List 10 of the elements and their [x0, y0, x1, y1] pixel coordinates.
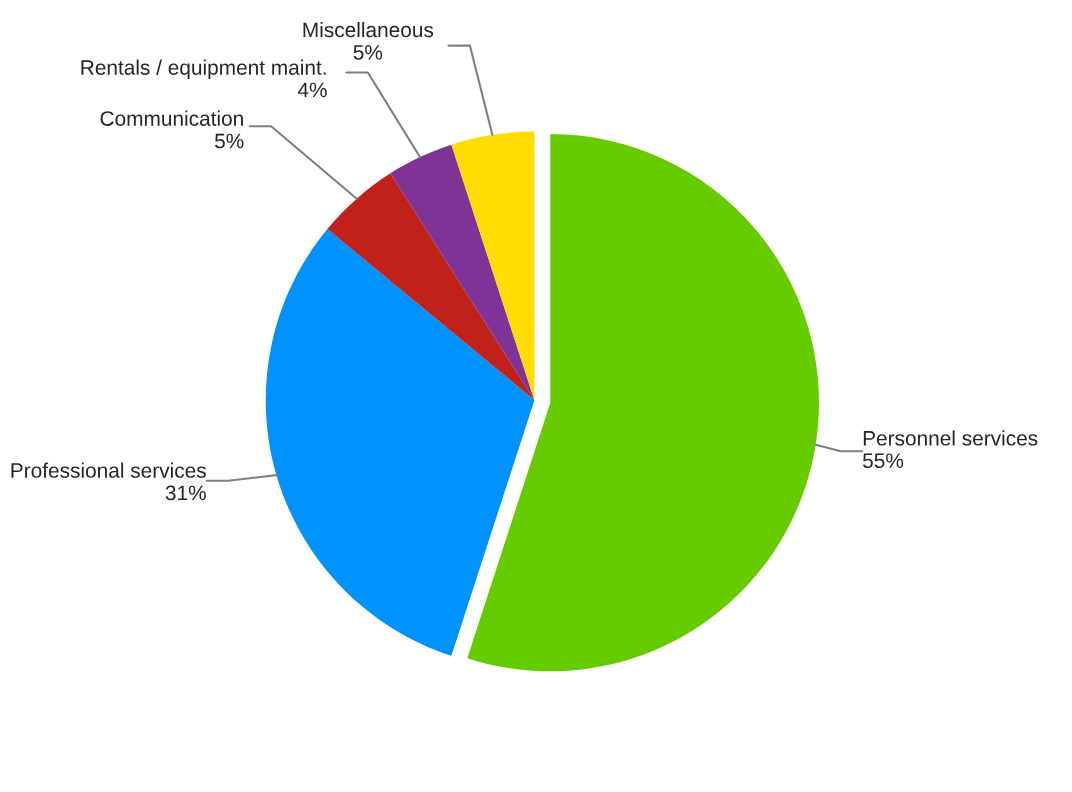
slice-label: Rentals / equipment maint. — [81, 59, 326, 79]
slice-label: Communication — [100, 110, 243, 126]
data-label: 4% — [297, 82, 327, 98]
slice-label: Miscellaneous — [303, 21, 434, 38]
data-label: 5% — [214, 133, 244, 149]
data-label: 5% — [353, 45, 383, 60]
data-label: 55% — [862, 453, 904, 469]
slice-label: Professional services — [11, 462, 206, 478]
slice-label: Personnel services — [863, 430, 1038, 446]
data-label: 31% — [165, 485, 206, 501]
